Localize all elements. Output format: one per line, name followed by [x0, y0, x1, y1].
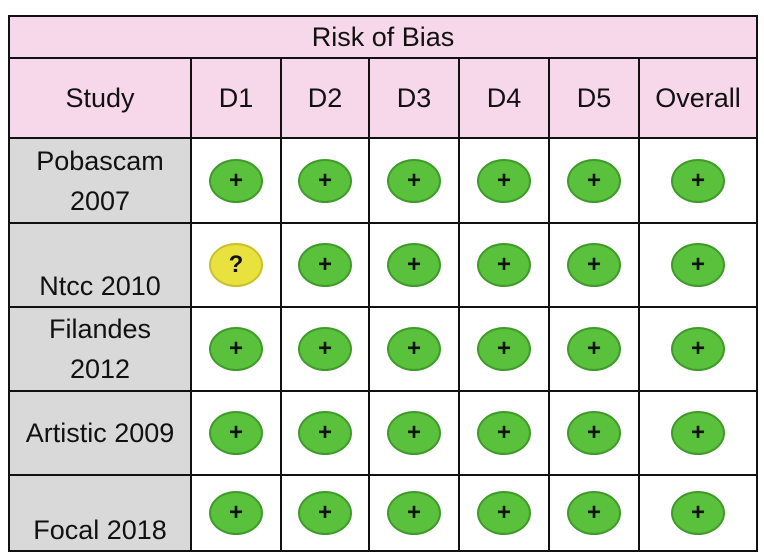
judgment-cell: + [190, 306, 282, 392]
judgment-cell: + [190, 390, 282, 476]
judgment-icon: + [298, 158, 352, 203]
column-header: D1 [190, 57, 282, 139]
judgment-icon: + [298, 243, 352, 287]
title-row: Risk of Bias [8, 15, 758, 59]
judgment-icon: + [298, 491, 352, 535]
study-name: Pobascam 2007 [36, 145, 164, 216]
study-cell: Artistic 2009 [8, 390, 192, 476]
judgment-icon: + [567, 243, 621, 287]
judgment-cell: + [638, 390, 758, 476]
risk-table: Risk of Bias Study D1 D2 D3 D4 D5 Overall Pobas… [8, 15, 758, 552]
judgment-icon: + [477, 491, 531, 535]
judgment-cell: + [548, 390, 640, 476]
column-header: Study [8, 57, 192, 139]
study-cell: Ntcc 2010 [8, 222, 192, 308]
judgment-icon: + [298, 411, 352, 455]
judgment-icon: + [477, 327, 531, 371]
judgment-icon: + [209, 158, 263, 203]
study-cell: Filandes 2012 [8, 306, 192, 392]
column-header: D3 [368, 57, 460, 139]
judgment-cell: + [548, 222, 640, 308]
judgment-icon: + [387, 411, 441, 455]
judgment-cell: + [280, 390, 370, 476]
column-header: D4 [458, 57, 550, 139]
judgment-cell: + [368, 390, 460, 476]
judgment-icon: + [387, 327, 441, 371]
judgment-cell: + [548, 306, 640, 392]
judgment-cell: + [458, 474, 550, 552]
judgment-icon: + [298, 327, 352, 371]
judgment-cell: + [458, 222, 550, 308]
judgment-cell: + [280, 222, 370, 308]
judgment-cell: + [458, 137, 550, 224]
study-name: Focal 2018 [33, 515, 167, 545]
judgment-icon: + [671, 491, 725, 535]
judgment-cell: + [548, 474, 640, 552]
judgment-icon: + [567, 411, 621, 455]
table-title: Risk of Bias [8, 15, 758, 59]
judgment-cell: + [280, 306, 370, 392]
column-header: Overall [638, 57, 758, 139]
judgment-cell: + [458, 306, 550, 392]
study-name: Filandes 2012 [48, 314, 152, 384]
judgment-icon: + [209, 411, 263, 455]
judgment-icon: ? [209, 243, 263, 287]
study-name: Ntcc 2010 [39, 271, 161, 301]
judgment-icon: + [477, 411, 531, 455]
judgment-cell: + [368, 474, 460, 552]
study-row: Ntcc 2010? + + + + + [8, 222, 758, 308]
judgment-cell: + [368, 137, 460, 224]
judgment-icon: + [671, 243, 725, 287]
header-row: Study D1 D2 D3 D4 D5 Overall [8, 57, 758, 139]
judgment-icon: + [209, 327, 263, 371]
judgment-icon: + [387, 158, 441, 203]
judgment-cell: + [458, 390, 550, 476]
judgment-cell: + [638, 222, 758, 308]
study-cell: Pobascam 2007 [8, 137, 192, 224]
study-row: Focal 2018 + + + + + + [8, 474, 758, 552]
judgment-cell: + [190, 474, 282, 552]
judgment-icon: + [567, 158, 621, 203]
study-row: Pobascam 2007 + + + + + + [8, 137, 758, 224]
judgment-icon: + [477, 158, 531, 203]
judgment-cell: + [638, 306, 758, 392]
judgment-cell: + [280, 474, 370, 552]
judgment-icon: + [671, 411, 725, 455]
column-header: D2 [280, 57, 370, 139]
judgment-icon: + [477, 243, 531, 287]
column-header: D5 [548, 57, 640, 139]
judgment-cell: ? [190, 222, 282, 308]
judgment-cell: + [638, 137, 758, 224]
study-cell: Focal 2018 [8, 474, 192, 552]
judgment-icon: + [209, 491, 263, 535]
study-name: Artistic 2009 [25, 418, 175, 448]
judgment-icon: + [671, 158, 725, 203]
judgment-cell: + [368, 306, 460, 392]
judgment-icon: + [671, 327, 725, 371]
judgment-cell: + [638, 474, 758, 552]
judgment-cell: + [368, 222, 460, 308]
study-row: Filandes 2012 + + + + + + [8, 306, 758, 392]
judgment-icon: + [567, 327, 621, 371]
judgment-icon: + [567, 491, 621, 535]
judgment-cell: + [190, 137, 282, 224]
judgment-cell: + [548, 137, 640, 224]
judgment-icon: + [387, 491, 441, 535]
judgment-icon: + [387, 243, 441, 287]
study-row: Artistic 2009 + + + + + + [8, 390, 758, 476]
judgment-cell: + [280, 137, 370, 224]
